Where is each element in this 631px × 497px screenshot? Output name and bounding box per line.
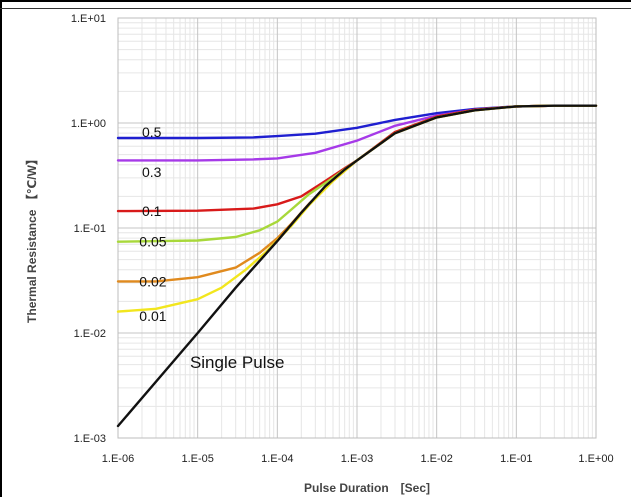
y-tick-label: 1.E+01 (71, 13, 106, 25)
series-layer (116, 104, 598, 428)
duty-label: 0.01 (139, 308, 166, 324)
y-tick-label: 1.E+00 (71, 118, 106, 130)
single-pulse-label: Single Pulse (190, 353, 285, 372)
duty-label: 0.02 (139, 273, 166, 289)
y-tick-labels: 1.E-03 1.E-02 1.E-01 1.E+00 1.E+01 (71, 13, 106, 445)
duty-label: 0.3 (142, 164, 162, 180)
x-tick-label: 1.E-04 (261, 453, 293, 465)
x-axis-title: Pulse Duration [Sec] (304, 481, 430, 495)
x-tick-labels: 1.E-06 1.E-05 1.E-04 1.E-03 1.E-02 1.E-01 1.E+… (102, 453, 614, 465)
duty-label: 0.05 (139, 234, 166, 250)
x-tick-label: 1.E-02 (420, 453, 452, 465)
y-tick-label: 1.E-02 (74, 328, 106, 340)
y-tick-label: 1.E-01 (74, 223, 106, 235)
x-tick-label: 1.E-01 (500, 453, 532, 465)
y-axis-title: Thermal Resistance 【℃/W】 (24, 153, 39, 323)
x-tick-label: 1.E-03 (341, 453, 373, 465)
x-tick-label: 1.E-05 (181, 453, 213, 465)
duty-label: 0.5 (142, 124, 162, 140)
y-tick-label: 1.E-03 (74, 433, 106, 445)
top-rule (0, 8, 631, 9)
x-tick-label: 1.E-06 (102, 453, 134, 465)
series-labels: 0.5 0.3 0.1 0.05 0.02 0.01 Single Pulse (139, 124, 284, 372)
plot-border (117, 17, 597, 439)
series-line-single-pulse (116, 104, 598, 428)
duty-label: 0.1 (142, 203, 162, 219)
x-tick-label: 1.E+00 (578, 453, 613, 465)
